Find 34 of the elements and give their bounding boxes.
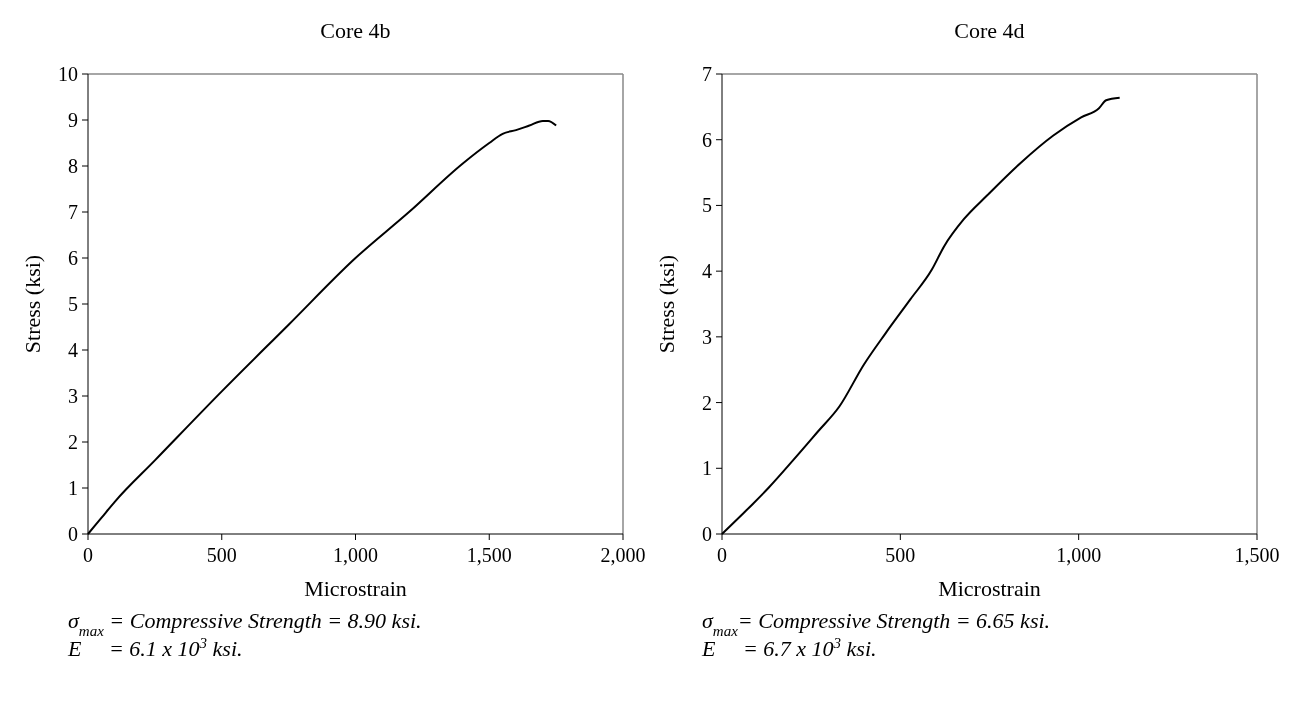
x-tick-label: 500 xyxy=(885,544,916,566)
chart-title: Core 4d xyxy=(954,18,1025,43)
x-tick-label: 1,500 xyxy=(466,544,512,566)
x-tick-label: 2,000 xyxy=(600,544,646,566)
x-tick-label: 500 xyxy=(206,544,237,566)
y-tick-label: 5 xyxy=(702,194,712,217)
y-axis-title: Stress (ksi) xyxy=(654,254,679,354)
y-tick-label: 2 xyxy=(702,391,712,414)
y-tick-label: 1 xyxy=(68,477,78,499)
y-axis-title: Stress (ksi) xyxy=(20,254,45,354)
y-tick-label: 0 xyxy=(68,523,78,545)
y-tick-label: 6 xyxy=(702,128,712,151)
x-tick-label: 0 xyxy=(717,544,727,566)
x-tick-label: 1,000 xyxy=(333,544,378,566)
y-tick-label: 4 xyxy=(68,339,78,361)
y-tick-label: 3 xyxy=(702,325,712,348)
y-tick-label: 7 xyxy=(68,201,78,223)
x-tick-label: 1,500 xyxy=(1234,544,1280,566)
x-axis-title: Microstrain xyxy=(304,576,407,601)
x-axis-title: Microstrain xyxy=(938,576,1041,601)
y-tick-label: 6 xyxy=(68,247,78,269)
y-tick-label: 10 xyxy=(58,63,78,85)
y-tick-label: 4 xyxy=(702,260,712,283)
chart-title: Core 4b xyxy=(320,18,391,43)
x-tick-label: 0 xyxy=(83,544,93,566)
y-tick-label: 2 xyxy=(68,431,78,453)
y-tick-label: 8 xyxy=(68,155,78,177)
y-tick-label: 1 xyxy=(702,457,712,480)
y-tick-label: 0 xyxy=(702,523,712,545)
y-tick-label: 3 xyxy=(68,385,78,407)
x-tick-label: 1,000 xyxy=(1056,544,1102,566)
y-tick-label: 7 xyxy=(702,63,712,85)
y-tick-label: 5 xyxy=(68,293,78,315)
y-tick-label: 9 xyxy=(68,109,78,131)
